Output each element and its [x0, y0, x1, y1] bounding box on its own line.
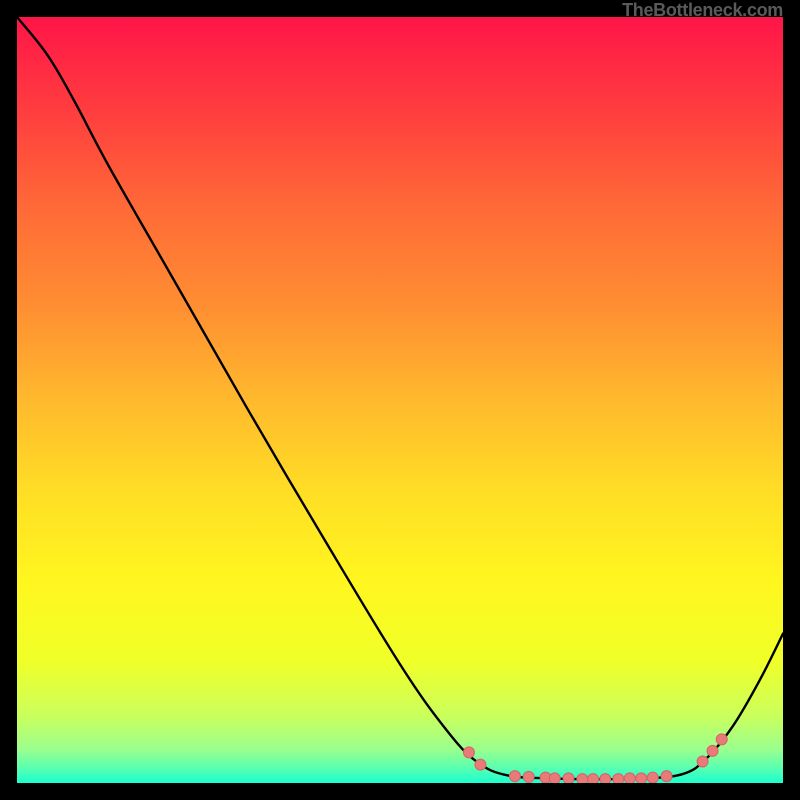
plot-area [17, 17, 783, 783]
gradient-background [17, 17, 783, 783]
chart-container: TheBottleneck.com [0, 0, 800, 800]
watermark-label: TheBottleneck.com [622, 0, 783, 21]
